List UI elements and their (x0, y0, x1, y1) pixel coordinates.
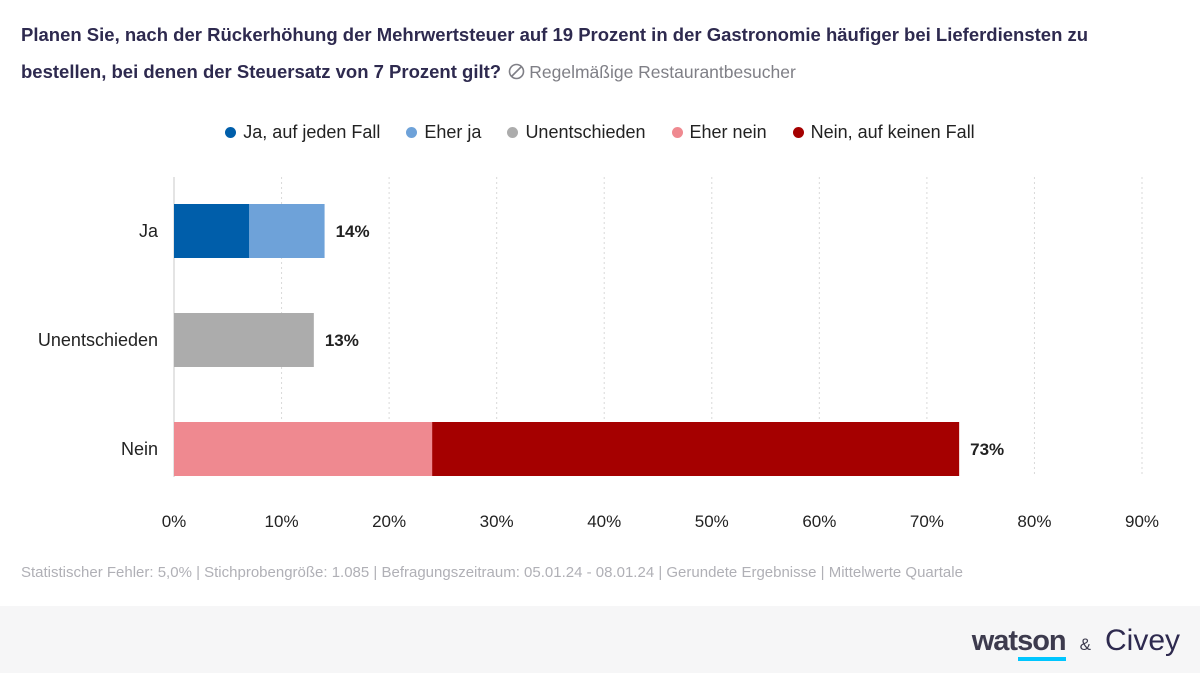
legend-label: Eher nein (689, 122, 767, 142)
legend-label: Ja, auf jeden Fall (243, 122, 381, 142)
brand-logos: watson & Civey (972, 624, 1180, 661)
x-tick-label: 80% (1017, 512, 1051, 531)
x-tick-label: 70% (910, 512, 944, 531)
chart-title: Planen Sie, nach der Rückerhöhung der Me… (21, 16, 1171, 91)
legend-label: Eher ja (424, 122, 482, 142)
bar-segment (249, 204, 325, 258)
x-tick-label: 20% (372, 512, 406, 531)
legend-item-unentschieden[interactable]: Unentschieden (507, 122, 646, 143)
legend-item-nein-auf-keinen-fall[interactable]: Nein, auf keinen Fall (792, 122, 975, 143)
x-tick-label: 40% (587, 512, 621, 531)
question-text: Planen Sie, nach der Rückerhöhung der Me… (21, 24, 1089, 82)
x-tick-label: 10% (265, 512, 299, 531)
legend-label: Nein, auf keinen Fall (810, 122, 975, 142)
category-label: Ja (139, 221, 159, 241)
category-label: Nein (121, 439, 158, 459)
filter-label: Regelmäßige Restaurantbesucher (529, 62, 796, 82)
watson-logo[interactable]: watson (972, 625, 1067, 661)
legend-item-eher-nein[interactable]: Eher nein (671, 122, 767, 143)
bar-chart: 0% 10% 20% 30% 40% 50% 60% 70% 80% 90% Ja 14% Unents… (38, 177, 1159, 531)
brand-ampersand: & (1079, 635, 1091, 654)
bar-total-label: 13% (325, 331, 359, 350)
bar-segment (174, 313, 314, 367)
category-label: Unentschieden (38, 330, 158, 350)
bar-total-label: 14% (336, 222, 370, 241)
filter-label-group[interactable]: Regelmäßige Restaurantbesucher (506, 62, 796, 82)
footnote: Statistischer Fehler: 5,0% | Stichproben… (21, 564, 963, 581)
legend-dot-icon (507, 127, 519, 138)
legend-label: Unentschieden (525, 122, 646, 142)
bar-segment (432, 422, 960, 476)
legend-dot-icon (225, 127, 237, 138)
x-tick-label: 0% (162, 512, 187, 531)
x-tick-label: 30% (480, 512, 514, 531)
legend-dot-icon (792, 127, 804, 138)
filter-icon (508, 63, 525, 80)
civey-logo[interactable]: Civey (1104, 624, 1180, 657)
x-tick-label: 90% (1125, 512, 1159, 531)
chart-legend: Ja, auf jeden Fall Eher ja Unentschieden… (0, 122, 1200, 143)
bar-total-label: 73% (970, 440, 1004, 459)
legend-dot-icon (671, 127, 683, 138)
x-tick-label: 60% (802, 512, 836, 531)
footer-bar: watson & Civey (0, 606, 1200, 673)
legend-item-ja-auf-jeden-fall[interactable]: Ja, auf jeden Fall (225, 122, 380, 143)
bar-segment (174, 422, 433, 476)
legend-item-eher-ja[interactable]: Eher ja (406, 122, 481, 143)
legend-dot-icon (406, 127, 418, 138)
bar-segment (174, 204, 250, 258)
x-tick-label: 50% (695, 512, 729, 531)
